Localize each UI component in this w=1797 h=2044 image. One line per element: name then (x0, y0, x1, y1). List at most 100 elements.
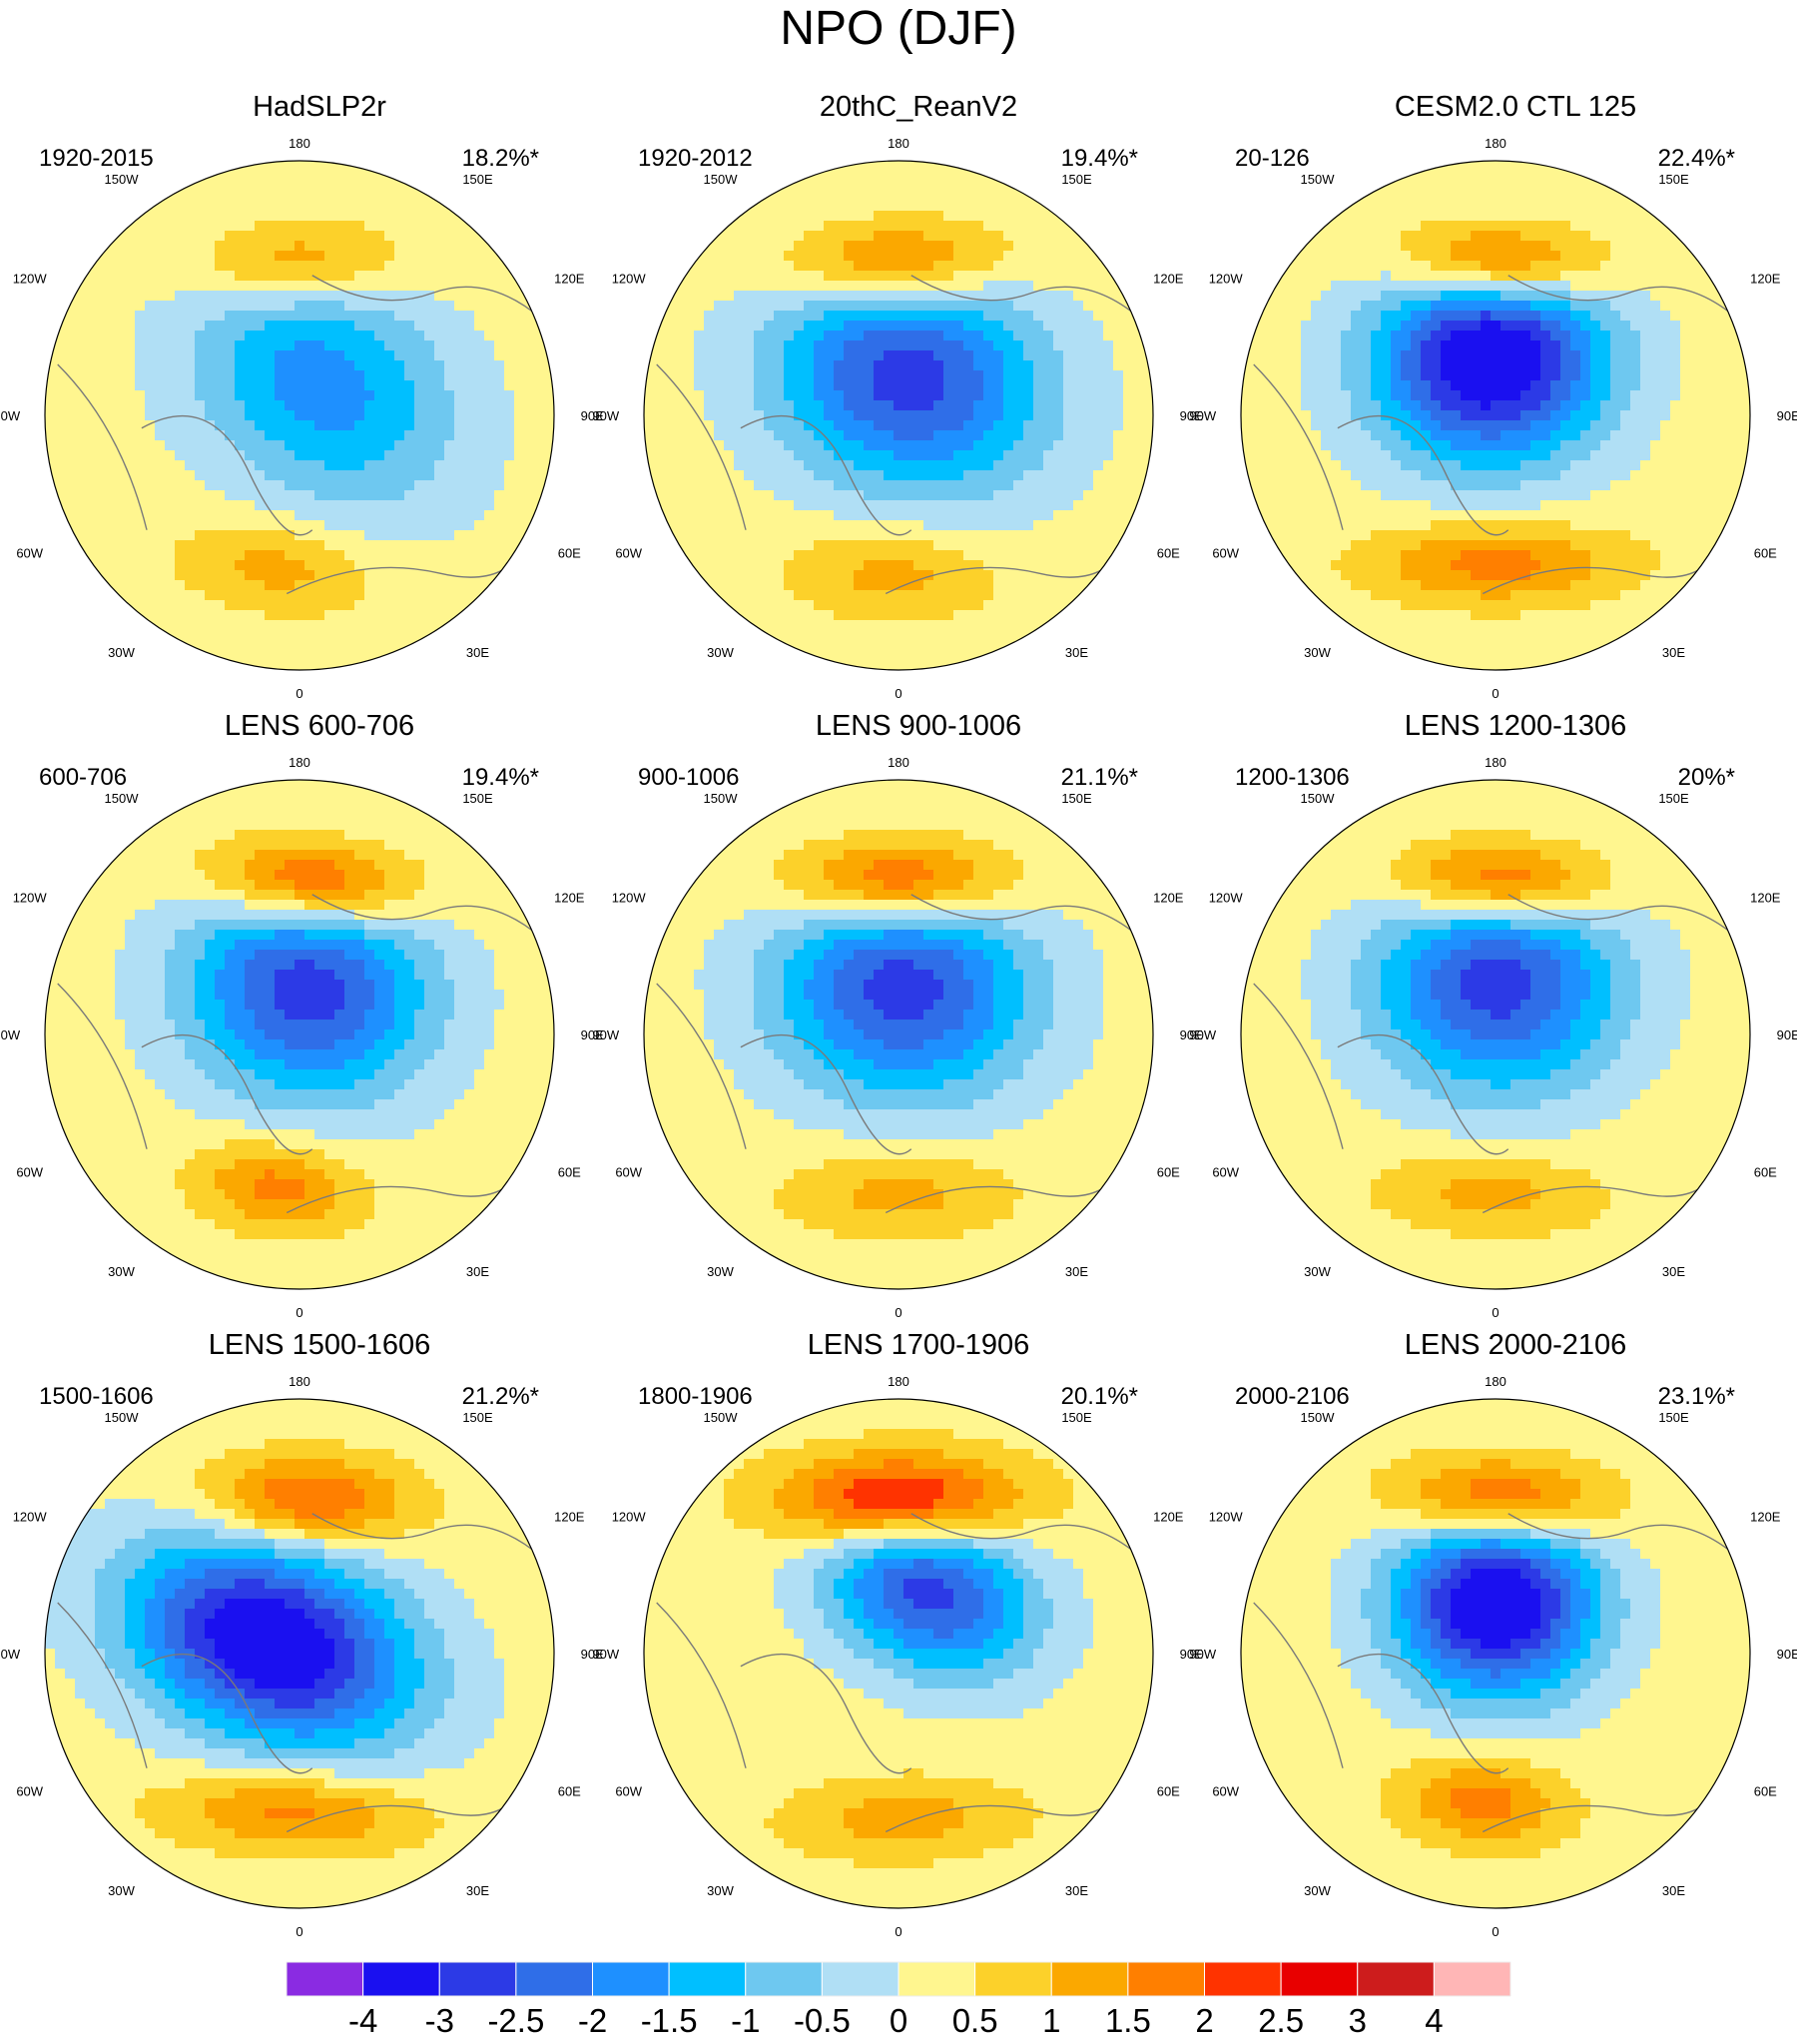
lon-label: 150W (105, 791, 140, 806)
colorbar-box (1050, 1961, 1129, 1997)
colorbar-box (1127, 1961, 1205, 1997)
map-panel: 180 150W 150E 120W 120E 90W 90E 60W 60E 30W 30E 0 LE… (1189, 710, 1797, 1320)
lon-label: 90W (0, 1027, 21, 1042)
lon-label: 180 (888, 136, 909, 151)
colorbar-box (668, 1961, 747, 1997)
panel-title: LENS 1200-1306 (1405, 710, 1627, 742)
map-boundary (1240, 1398, 1751, 1909)
lon-label: 60W (16, 1784, 43, 1799)
lon-label: 150W (105, 172, 140, 187)
lon-label: 0 (296, 1305, 302, 1320)
lon-label: 0 (895, 686, 901, 701)
colorbar-box (821, 1961, 899, 1997)
lon-label: 60W (615, 546, 642, 561)
lon-label: 90E (1180, 1027, 1203, 1042)
slp-field (644, 780, 1153, 1289)
lon-label: 150W (105, 1410, 140, 1425)
map-boundary (44, 160, 555, 671)
coastlines (57, 1513, 542, 1833)
slp-field (644, 161, 1153, 670)
lon-label: 60W (1212, 546, 1239, 561)
panels-layer: 180150W150E120W120E90W90E60W60E30W30E0Ha… (0, 91, 1797, 1939)
panel-period: 20-126 (1235, 145, 1310, 172)
colorbar-box (745, 1961, 823, 1997)
lon-label: 120W (612, 1509, 647, 1524)
colorbar-box (438, 1961, 517, 1997)
lon-label: 60W (16, 546, 43, 561)
lon-label: 150E (462, 1410, 493, 1425)
slp-field (1241, 780, 1750, 1289)
lon-label: 0 (1492, 1305, 1498, 1320)
colorbar-box (592, 1961, 670, 1997)
lon-label: 120W (612, 271, 647, 286)
lon-label: 120E (554, 1509, 585, 1524)
colorbar-box (362, 1961, 440, 1997)
panel-title: LENS 600-706 (225, 710, 414, 742)
panel-title: LENS 2000-2106 (1405, 1329, 1627, 1361)
panel-variance: 19.4%* (462, 764, 539, 791)
lon-label: 150E (1658, 172, 1689, 187)
lon-label: 30W (1304, 645, 1331, 660)
lon-label: 120W (13, 1509, 48, 1524)
lon-label: 120W (13, 890, 48, 905)
panel-variance: 19.4%* (1061, 145, 1138, 172)
lon-label: 180 (289, 136, 310, 151)
slp-field (45, 161, 554, 670)
lon-label: 30W (1304, 1883, 1331, 1898)
lon-label: 30E (1065, 1264, 1088, 1279)
lon-label: 150E (1658, 1410, 1689, 1425)
panel-title: LENS 1700-1906 (808, 1329, 1030, 1361)
lon-label: 90E (581, 408, 604, 423)
colorbar-box (974, 1961, 1052, 1997)
lon-label: 60E (1754, 1784, 1777, 1799)
panel-title: HadSLP2r (253, 91, 386, 123)
panel-period: 900-1006 (638, 764, 739, 791)
coastlines (57, 275, 542, 595)
lon-label: 60E (1157, 1784, 1180, 1799)
lon-label: 120W (1209, 1509, 1244, 1524)
lon-label: 60E (1157, 1165, 1180, 1180)
lon-label: 120E (1750, 890, 1781, 905)
colorbar-tick-label: 4 (1425, 2002, 1443, 2039)
lon-label: 0 (296, 686, 302, 701)
panel-variance: 21.2%* (462, 1383, 539, 1410)
colorbar-tick-label: -2 (578, 2002, 607, 2039)
colorbar-box (898, 1961, 976, 1997)
panel-variance: 21.1%* (1061, 764, 1138, 791)
colorbar-tick-label: 3 (1349, 2002, 1367, 2039)
lon-label: 150W (1301, 1410, 1336, 1425)
map-boundary (643, 160, 1154, 671)
lon-label: 60E (558, 1784, 581, 1799)
lon-label: 30W (707, 645, 734, 660)
lon-label: 0 (1492, 1924, 1498, 1939)
lon-label: 150E (1658, 791, 1689, 806)
lon-label: 30E (1662, 1883, 1685, 1898)
lon-label: 120W (612, 890, 647, 905)
panel-variance: 20.1%* (1061, 1383, 1138, 1410)
colorbar-box (1280, 1961, 1359, 1997)
map-boundary (44, 1398, 555, 1909)
map-panel: 180 150W 150E 120W 120E 90W 90E 60W 60E 30W 30E 0 20… (592, 91, 1203, 701)
lon-label: 90W (592, 1647, 619, 1662)
lon-label: 120E (554, 890, 585, 905)
lon-label: 150W (1301, 172, 1336, 187)
lon-label: 180 (289, 755, 310, 770)
lon-label: 30E (466, 1883, 489, 1898)
lon-label: 90E (1180, 408, 1203, 423)
lon-label: 90W (0, 408, 21, 423)
panel-period: 600-706 (39, 764, 127, 791)
lon-label: 60E (1754, 1165, 1777, 1180)
map-boundary (1240, 160, 1751, 671)
panel-variance: 22.4%* (1658, 145, 1735, 172)
panel-period: 1500-1606 (39, 1383, 154, 1410)
colorbar-tick-label: -4 (348, 2002, 377, 2039)
lon-label: 120E (1153, 1509, 1184, 1524)
lon-label: 90W (1189, 408, 1216, 423)
lon-label: 180 (1485, 755, 1506, 770)
lon-label: 150E (462, 791, 493, 806)
lon-label: 180 (1485, 136, 1506, 151)
colorbar-tick-label: 1.5 (1105, 2002, 1151, 2039)
lon-label: 30W (108, 645, 135, 660)
colorbar-tick-label: -1 (731, 2002, 760, 2039)
lon-label: 30E (1065, 645, 1088, 660)
